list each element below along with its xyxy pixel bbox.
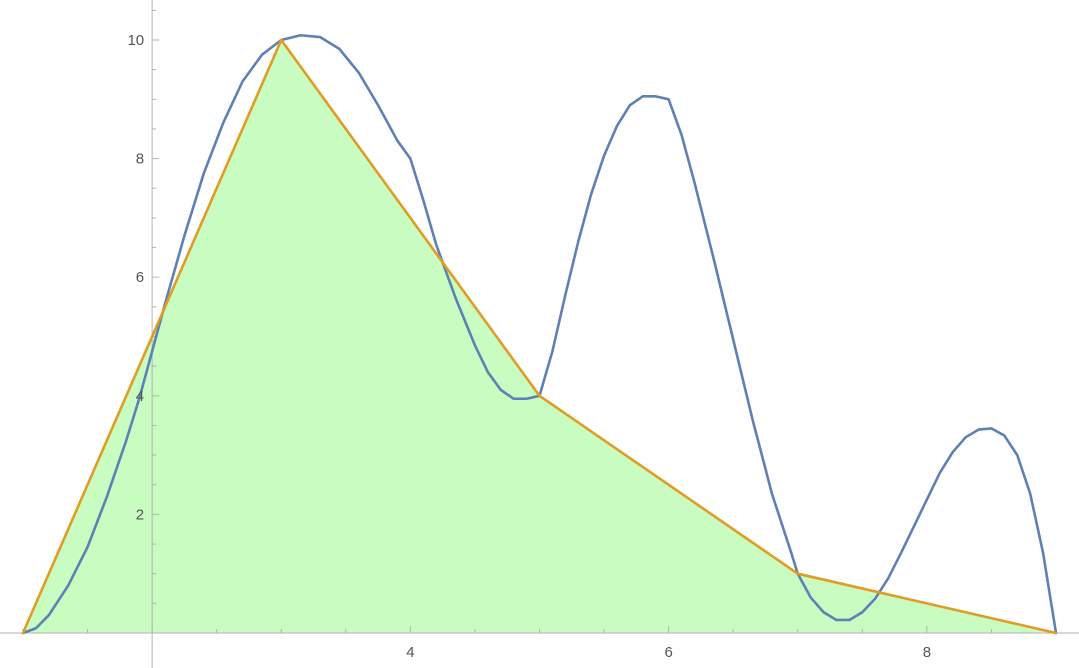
series-layer — [21, 33, 1058, 635]
y-tick-label: 2 — [136, 506, 144, 523]
filled-area — [23, 40, 1056, 633]
y-tick-label: 10 — [127, 32, 144, 49]
interpolation-series-line — [21, 38, 1058, 635]
y-tick-label: 6 — [136, 269, 144, 286]
x-tick-label: 6 — [664, 644, 672, 661]
x-tick-label: 4 — [406, 644, 414, 661]
tick-label-layer: 4 6 8 2 4 6 8 10 — [127, 32, 931, 661]
smooth-series-line — [21, 33, 1058, 635]
x-tick-label: 8 — [923, 644, 931, 661]
y-tick-label: 8 — [136, 151, 144, 168]
y-tick-label: 4 — [136, 388, 144, 405]
filled-region-layer — [23, 40, 1056, 633]
